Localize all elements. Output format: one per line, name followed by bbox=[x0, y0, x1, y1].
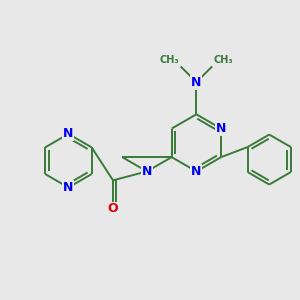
Text: CH₃: CH₃ bbox=[159, 55, 179, 64]
Text: N: N bbox=[191, 76, 202, 89]
Text: N: N bbox=[216, 122, 226, 135]
Text: N: N bbox=[191, 165, 202, 178]
Text: N: N bbox=[142, 165, 152, 178]
Text: N: N bbox=[63, 181, 74, 194]
Text: CH₃: CH₃ bbox=[214, 55, 234, 64]
Text: N: N bbox=[63, 128, 74, 140]
Text: O: O bbox=[108, 202, 118, 215]
